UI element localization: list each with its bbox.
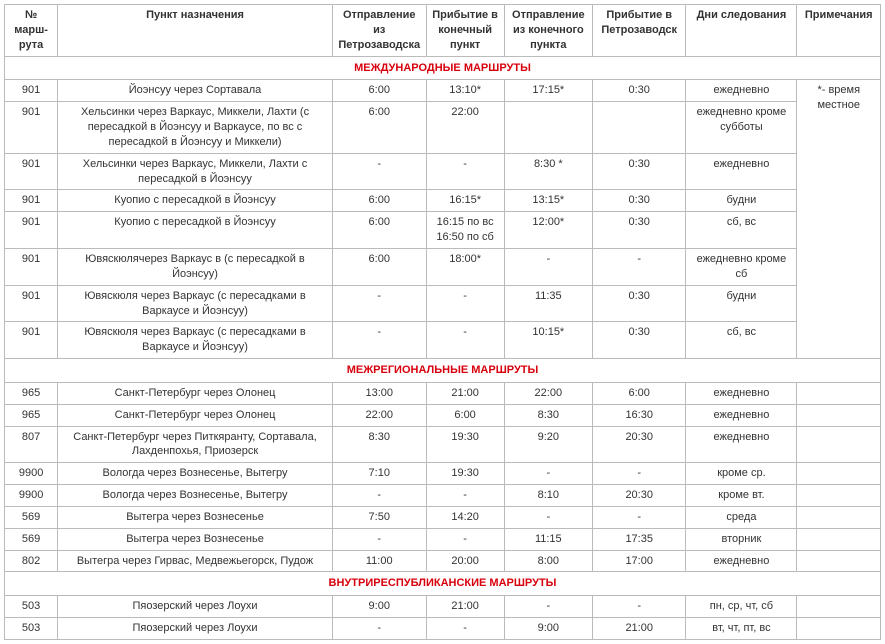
col-arr1: Прибытие в конечный пункт bbox=[426, 5, 504, 57]
col-dest: Пункт назначения bbox=[58, 5, 333, 57]
table-row: 802Вытегра через Гирвас, Медвежьегорск, … bbox=[5, 550, 881, 572]
table-row: 569Вытегра через Вознесенье7:5014:20--ср… bbox=[5, 506, 881, 528]
col-route: № марш- рута bbox=[5, 5, 58, 57]
table-row: 569Вытегра через Вознесенье--11:1517:35в… bbox=[5, 528, 881, 550]
col-note: Примечания bbox=[797, 5, 881, 57]
table-row: 503Пяозерский через Лоухи--9:0021:00вт, … bbox=[5, 618, 881, 640]
section-interreg: МЕЖРЕГИОНАЛЬНЫЕ МАРШРУТЫ bbox=[5, 359, 881, 383]
section-intl: МЕЖДУНАРОДНЫЕ МАРШРУТЫ bbox=[5, 56, 881, 80]
table-row: 901Ювяскюлячерез Варкаус в (с пересадкой… bbox=[5, 248, 881, 285]
table-row: 901Куопио с пересадкой в Йоэнсуу6:0016:1… bbox=[5, 190, 881, 212]
table-row: 965Санкт-Петербург через Олонец13:0021:0… bbox=[5, 382, 881, 404]
header-row: № марш- рута Пункт назначения Отправлени… bbox=[5, 5, 881, 57]
col-arr2: Прибытие в Петрозаводск bbox=[593, 5, 686, 57]
section-intra: ВНУТРИРЕСПУБЛИКАНСКИЕ МАРШРУТЫ bbox=[5, 572, 881, 596]
table-row: 807Санкт-Петербург через Питкяранту, Сор… bbox=[5, 426, 881, 463]
table-row: 901Хельсинки через Варкаус, Миккели, Лах… bbox=[5, 102, 881, 154]
col-dep2: Отправление из конечного пункта bbox=[504, 5, 592, 57]
table-row: 9900Вологда через Вознесенье, Вытегру--8… bbox=[5, 485, 881, 507]
table-row: 9900Вологда через Вознесенье, Вытегру7:1… bbox=[5, 463, 881, 485]
table-row: 965Санкт-Петербург через Олонец22:006:00… bbox=[5, 404, 881, 426]
table-row: 901Йоэнсуу через Сортавала6:0013:10*17:1… bbox=[5, 80, 881, 102]
table-row: 503Пяозерский через Лоухи9:0021:00--пн, … bbox=[5, 596, 881, 618]
table-row: 901Хельсинки через Варкаус, Миккели, Лах… bbox=[5, 153, 881, 190]
bus-schedule-table: № марш- рута Пункт назначения Отправлени… bbox=[4, 4, 881, 640]
table-row: 901Куопио с пересадкой в Йоэнсуу6:0016:1… bbox=[5, 212, 881, 249]
col-days: Дни следования bbox=[686, 5, 797, 57]
table-row: 901Ювяскюля через Варкаус (с пересадками… bbox=[5, 322, 881, 359]
note-cell: *- время местное bbox=[797, 80, 881, 359]
table-row: 901Ювяскюля через Варкаус (с пересадками… bbox=[5, 285, 881, 322]
col-dep1: Отправление из Петрозаводска bbox=[332, 5, 426, 57]
